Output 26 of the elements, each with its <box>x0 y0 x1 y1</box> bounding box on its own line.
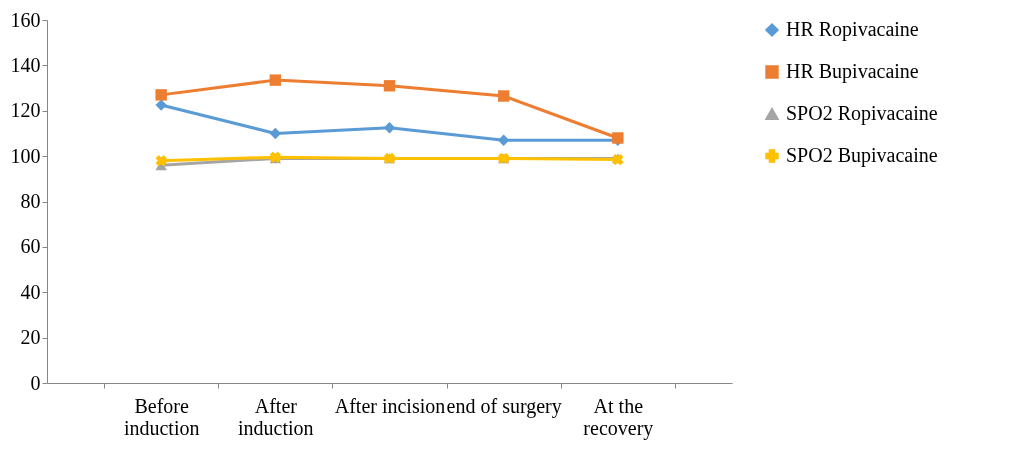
y-tick-label: 40 <box>20 280 41 303</box>
point <box>155 89 167 101</box>
x-tick-label: After induction <box>238 394 314 439</box>
y-tick-label: 120 <box>10 99 41 122</box>
x-tick-label: end of surgery <box>446 394 562 418</box>
y-tick-label: 20 <box>20 326 41 349</box>
legend-label: SPO2 Ropivacaine <box>786 102 938 125</box>
point <box>383 122 396 134</box>
y-tick-label: 160 <box>10 8 41 31</box>
x-tick-label: Before induction <box>123 394 200 439</box>
legend-label: SPO2 Bupivacaine <box>786 144 938 167</box>
point <box>497 90 510 102</box>
point <box>383 80 396 92</box>
point <box>497 134 510 146</box>
legend-label: HR Bupivacaine <box>786 60 919 83</box>
x-tick-label: At the recovery <box>583 394 654 440</box>
legend-label: HR Ropivacaine <box>786 18 919 41</box>
point <box>269 127 282 140</box>
point <box>155 155 167 167</box>
y-tick-label: 60 <box>20 235 41 258</box>
point <box>269 74 282 86</box>
y-tick-label: 0 <box>30 371 41 394</box>
x-tick-label: After incision <box>334 394 446 417</box>
y-tick-label: 100 <box>10 144 41 167</box>
y-tick-label: 140 <box>10 53 41 76</box>
y-tick-label: 80 <box>20 190 41 212</box>
